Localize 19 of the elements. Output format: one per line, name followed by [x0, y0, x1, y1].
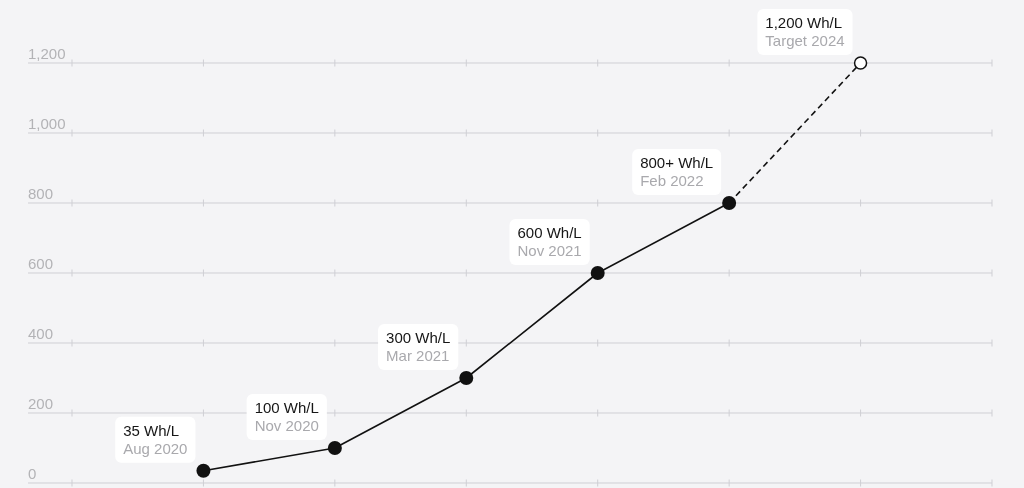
- x-tick-label: Target 2024: [765, 32, 845, 49]
- data-label: 800+ Wh/L: [640, 154, 714, 171]
- y-tick-label: 0: [28, 465, 37, 482]
- x-tick-label: Mar 2021: [386, 347, 450, 364]
- x-tick-label: Nov 2021: [517, 242, 582, 259]
- data-label: 35 Wh/L: [123, 421, 180, 439]
- data-label: 600 Wh/L: [517, 224, 582, 241]
- x-tick-label: Feb 2022: [640, 172, 704, 189]
- x-tick-label: Nov 2020: [254, 417, 319, 434]
- data-label: 100 Wh/L: [254, 399, 319, 416]
- y-tick-label: 200: [28, 395, 54, 412]
- data-label: 300 Wh/L: [386, 329, 451, 346]
- y-tick-label: 600: [28, 255, 54, 272]
- x-tick-label: Aug 2020: [123, 439, 188, 457]
- y-tick-label: 1,000: [28, 115, 66, 132]
- y-tick-label: 1,200: [28, 45, 66, 62]
- y-tick-label: 400: [28, 325, 54, 342]
- data-label: 1,200 Wh/L: [765, 14, 843, 31]
- y-tick-label: 800: [28, 185, 54, 202]
